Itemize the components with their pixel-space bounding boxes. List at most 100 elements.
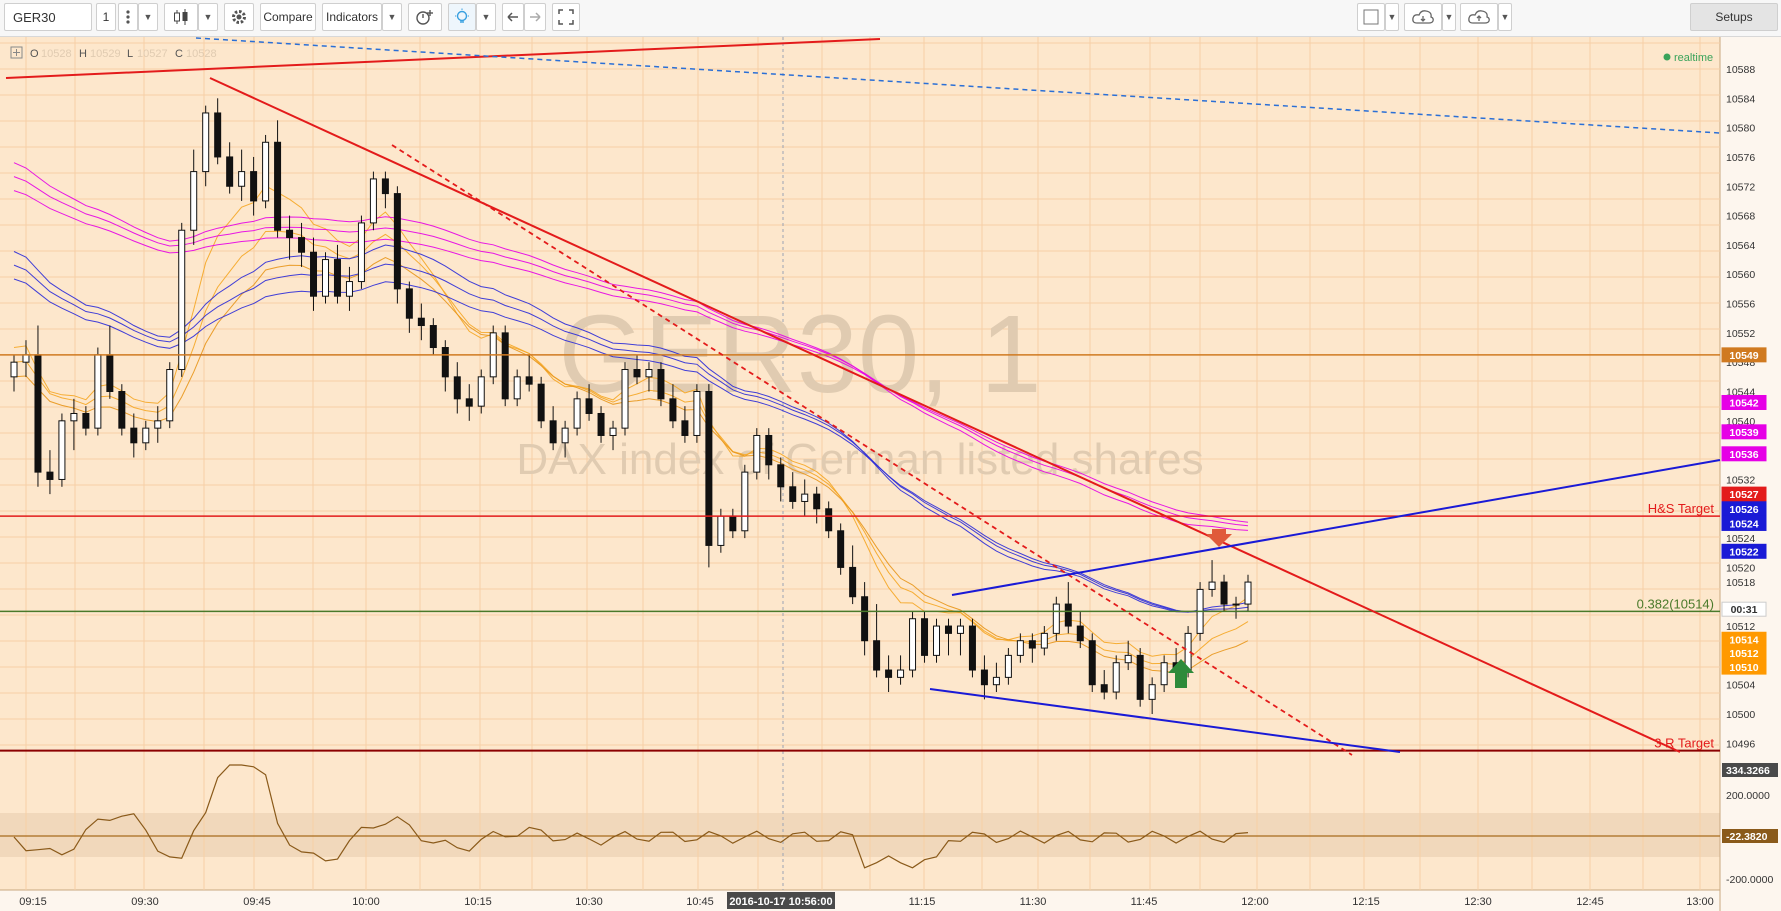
candle-body	[801, 493, 809, 502]
color-picker-button[interactable]	[1357, 3, 1385, 31]
candle-body	[1028, 640, 1036, 649]
interval-menu-button[interactable]	[118, 3, 138, 31]
candle-body	[106, 354, 114, 393]
candle-body	[729, 515, 737, 532]
ideas-button[interactable]	[448, 3, 476, 31]
legend-toggle-icon[interactable]	[10, 46, 23, 59]
crosshair-time-badge	[727, 892, 835, 909]
candle-body	[849, 566, 857, 598]
price-tick-label: 10556	[1726, 299, 1755, 311]
legend: O 10528 H 10529 L 10527 C 10528 realtime	[10, 46, 1713, 64]
ohlc-l-label: L	[127, 48, 133, 60]
ohlc-c-value: 10528	[186, 48, 217, 60]
price-tick-label: 10560	[1726, 269, 1755, 281]
candle-body	[1136, 654, 1144, 700]
candle-body	[321, 259, 329, 297]
more-vert-icon	[126, 10, 130, 24]
candle-body	[118, 391, 126, 429]
ideas-dropdown[interactable]: ▼	[476, 3, 496, 31]
redo-button[interactable]	[524, 3, 546, 31]
price-tick-label: 10532	[1726, 474, 1755, 486]
time-tick-label: 09:15	[19, 896, 47, 908]
price-tick-label: 10520	[1726, 562, 1755, 574]
oscillator-line	[13, 764, 1249, 869]
ema-magenta-line	[13, 162, 1249, 531]
candle-body	[262, 141, 270, 202]
load-layout-button[interactable]	[1404, 3, 1442, 31]
candle-body	[633, 369, 641, 378]
settings-button[interactable]	[224, 3, 254, 31]
candle-body	[693, 391, 701, 436]
chart-style-button[interactable]	[164, 3, 198, 31]
candle-body	[70, 412, 78, 422]
oscillator-tick-label: 200.0000	[1726, 790, 1770, 802]
chevron-down-icon: ▼	[481, 12, 491, 22]
time-tick-label: 11:30	[1020, 896, 1047, 908]
fullscreen-button[interactable]	[552, 3, 580, 31]
chart-style-dropdown[interactable]: ▼	[198, 3, 218, 31]
candle-body	[310, 251, 318, 297]
candle-body	[1208, 581, 1216, 590]
interval-dropdown[interactable]: ▼	[138, 3, 158, 31]
price-badge	[1721, 543, 1767, 559]
compare-label: Compare	[263, 10, 313, 24]
candle-body	[22, 354, 30, 363]
candle-body	[417, 317, 425, 327]
interval-button[interactable]: 1	[96, 3, 116, 31]
save-layout-button[interactable]	[1460, 3, 1498, 31]
price-badge-label: 10510	[1729, 662, 1758, 674]
channel-lower-line	[929, 688, 1401, 753]
toolbar: GER30 1 ▼ ▼ Compare Indicators ▼ ▼ ▼ ▼ ▼	[0, 0, 1781, 37]
cloud-save-icon	[1468, 10, 1490, 24]
downtrend-line-dashed	[391, 144, 1353, 756]
alert-button[interactable]	[408, 3, 442, 31]
save-layout-dropdown[interactable]: ▼	[1498, 3, 1512, 31]
candle-body	[190, 171, 198, 231]
color-picker-dropdown[interactable]: ▼	[1385, 3, 1399, 31]
candle-body	[1040, 632, 1048, 649]
candle-body	[909, 618, 917, 671]
candle-body	[1016, 640, 1024, 656]
fullscreen-icon	[558, 9, 574, 25]
load-layout-dropdown[interactable]: ▼	[1442, 3, 1456, 31]
symbol-input[interactable]: GER30	[4, 3, 92, 31]
annotation-label: H&S Target	[1648, 501, 1715, 516]
indicators-label: Indicators	[325, 10, 379, 24]
trend-line-top	[5, 38, 881, 79]
chevron-down-icon: ▼	[1387, 12, 1397, 22]
price-tick-label: 10568	[1726, 211, 1755, 223]
candle-body	[34, 354, 42, 473]
ohlc-c-label: C	[175, 48, 183, 60]
price-badge	[1721, 601, 1767, 617]
chevron-down-icon: ▼	[1444, 12, 1454, 22]
candle-body	[274, 141, 282, 231]
indicators-button[interactable]: Indicators	[322, 3, 382, 31]
realtime-dot-icon	[1663, 53, 1671, 61]
price-badge	[1721, 659, 1767, 675]
candle-style-icon	[174, 9, 188, 25]
price-tick-label: 10552	[1726, 328, 1755, 340]
time-labels: 09:15 09:30 09:45 10:00 10:15 10:30 10:45 11:15…	[19, 892, 1714, 909]
price-badge-label: 10526	[1729, 504, 1758, 516]
chart-area[interactable]: GER30, 1 DAX index of German listed shar…	[0, 37, 1781, 911]
candle-body	[298, 237, 306, 253]
compare-button[interactable]: Compare	[260, 3, 316, 31]
price-badge	[1721, 515, 1767, 531]
price-badge-label: 10527	[1729, 489, 1758, 501]
undo-button[interactable]	[502, 3, 524, 31]
ohlc-o-value: 10528	[41, 48, 72, 60]
candle-body	[453, 376, 461, 400]
candle-body	[921, 618, 929, 656]
candle-body	[178, 229, 186, 371]
indicators-dropdown[interactable]: ▼	[382, 3, 402, 31]
candle-body	[933, 625, 941, 656]
oscillator-tick-label: -22.3820	[1726, 831, 1768, 843]
candle-body	[513, 376, 521, 400]
candle-body	[753, 434, 761, 473]
setups-button[interactable]: Setups	[1690, 3, 1778, 31]
candle-body	[1244, 581, 1252, 605]
oscillator-tick-label: 334.3266	[1726, 765, 1770, 777]
candle-body	[741, 471, 749, 532]
annotation-label: 3 R Target	[1654, 736, 1714, 751]
candle-body	[561, 427, 569, 444]
